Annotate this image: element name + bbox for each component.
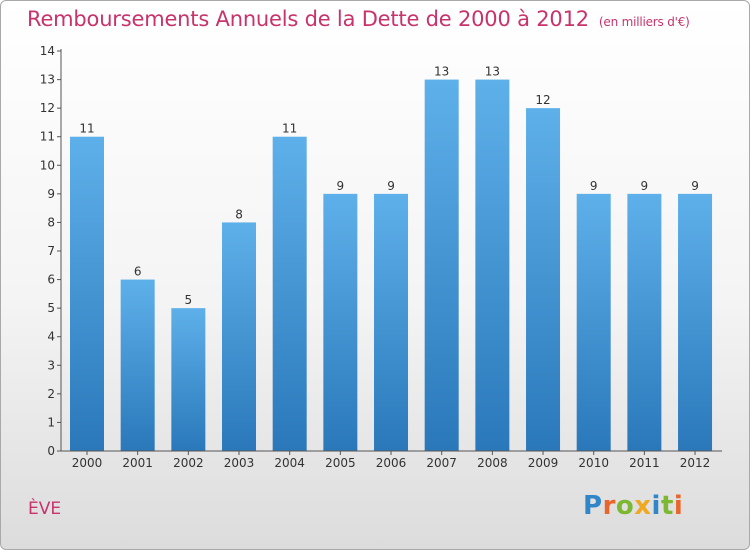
- bar-value-label: 12: [535, 93, 550, 107]
- unit-note: (en milliers d'€): [598, 15, 690, 29]
- logo-letter: o: [615, 491, 635, 521]
- y-tick-label: 0: [47, 444, 55, 458]
- bar-2011: [627, 193, 662, 451]
- x-tick-label: 2008: [477, 456, 508, 470]
- bar-value-label: 13: [485, 65, 500, 79]
- y-tick-label: 8: [47, 215, 55, 229]
- chart-title-text: Remboursements Annuels de la Dette de 20…: [27, 7, 589, 31]
- y-tick-label: 4: [47, 330, 55, 344]
- y-tick-label: 1: [47, 415, 55, 429]
- y-tick-label: 5: [47, 301, 55, 315]
- bar-2008: [475, 79, 510, 452]
- y-tick-label: 12: [40, 101, 55, 115]
- x-tick-label: 2010: [578, 456, 609, 470]
- bar-value-label: 9: [387, 179, 395, 193]
- bar-value-label: 11: [282, 122, 297, 136]
- bar-2005: [323, 193, 358, 451]
- x-tick-label: 2011: [629, 456, 660, 470]
- bar-value-label: 6: [134, 265, 142, 279]
- bar-2003: [222, 222, 257, 451]
- y-tick-label: 6: [47, 273, 55, 287]
- bar-value-label: 9: [590, 179, 598, 193]
- logo-letter: i: [651, 491, 661, 521]
- y-tick-label: 9: [47, 187, 55, 201]
- x-tick-label: 2002: [173, 456, 204, 470]
- bar-2009: [526, 108, 561, 452]
- bars: 11 6 5 8 11 9 9 13 13 12 9 9 9: [70, 65, 713, 452]
- bar-2000: [70, 136, 104, 451]
- x-tick-label: 2006: [376, 456, 407, 470]
- x-tick-label: 2001: [122, 456, 153, 470]
- bar-2006: [374, 193, 409, 451]
- logo-letter: x: [634, 491, 652, 521]
- bar-value-label: 9: [691, 179, 699, 193]
- x-tick-label: 2000: [72, 456, 103, 470]
- bar-2002: [171, 308, 206, 451]
- logo-letter: r: [602, 491, 616, 521]
- bar-2001: [120, 279, 155, 451]
- logo-letter: i: [673, 491, 684, 521]
- x-tick-label: 2005: [325, 456, 356, 470]
- bar-value-label: 9: [337, 179, 345, 193]
- x-tick-label: 2009: [528, 456, 559, 470]
- proxiti-logo: Proxiti: [583, 491, 683, 521]
- bar-value-label: 8: [235, 207, 243, 221]
- x-tick-label: 2012: [680, 456, 711, 470]
- x-tick-label: 2007: [426, 456, 457, 470]
- y-tick-label: 10: [40, 158, 55, 172]
- bar-value-label: 5: [185, 293, 193, 307]
- y-tick-label: 11: [40, 130, 55, 144]
- commune-name: ÈVE: [28, 499, 62, 519]
- chart-title: Remboursements Annuels de la Dette de 20…: [27, 7, 690, 31]
- y-tick-label: 14: [40, 44, 55, 58]
- y-tick-label: 13: [40, 73, 55, 87]
- bar-value-label: 13: [434, 65, 449, 79]
- bar-2007: [424, 79, 459, 452]
- bar-value-label: 9: [641, 179, 649, 193]
- bar-2004: [272, 136, 307, 451]
- bar-2010: [576, 193, 611, 451]
- bar-2012: [678, 193, 713, 451]
- logo-letter: P: [583, 491, 603, 521]
- y-tick-label: 3: [47, 358, 55, 372]
- x-tick-label: 2003: [224, 456, 255, 470]
- x-axis: 2000 2001 2002 2003 2004 2005 2006 2007 2008 2009…: [61, 450, 723, 470]
- y-tick-label: 7: [47, 244, 55, 258]
- logo-letter: t: [660, 491, 674, 521]
- bar-value-label: 11: [79, 122, 94, 136]
- x-tick-label: 2004: [274, 456, 305, 470]
- y-tick-label: 2: [47, 387, 55, 401]
